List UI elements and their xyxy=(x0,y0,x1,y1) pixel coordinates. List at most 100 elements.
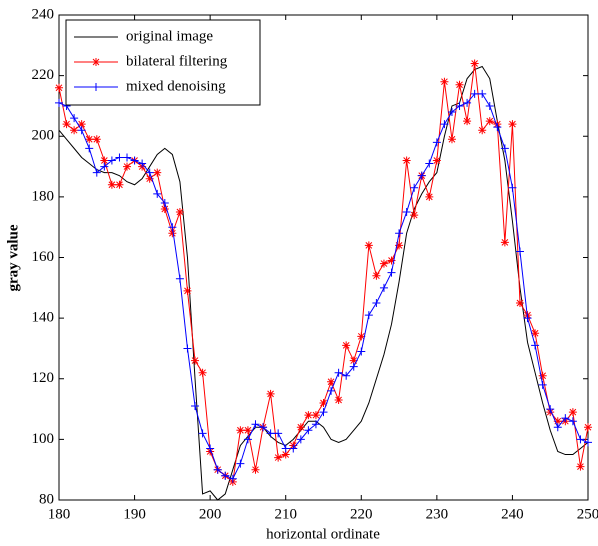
marker xyxy=(115,180,124,189)
marker xyxy=(198,368,207,377)
marker xyxy=(266,429,275,438)
marker xyxy=(85,135,94,144)
marker xyxy=(251,465,260,474)
marker xyxy=(228,474,237,483)
marker xyxy=(274,453,283,462)
y-tick-label: 140 xyxy=(32,310,55,326)
marker xyxy=(508,183,517,192)
y-tick-label: 180 xyxy=(32,188,55,204)
marker xyxy=(115,153,124,162)
y-tick-label: 80 xyxy=(39,491,54,507)
marker xyxy=(584,423,592,432)
marker xyxy=(553,423,562,432)
marker xyxy=(515,298,524,307)
marker xyxy=(100,156,109,165)
marker xyxy=(425,159,434,168)
y-tick-label: 120 xyxy=(32,370,55,386)
marker xyxy=(259,423,268,432)
marker xyxy=(243,435,252,444)
marker xyxy=(77,120,86,129)
marker xyxy=(311,411,320,420)
marker xyxy=(342,371,351,380)
marker xyxy=(364,241,373,250)
marker xyxy=(296,435,305,444)
marker xyxy=(334,368,343,377)
marker xyxy=(402,156,411,165)
marker xyxy=(342,341,351,350)
marker xyxy=(62,120,71,129)
marker xyxy=(508,120,517,129)
marker xyxy=(568,417,577,426)
marker xyxy=(311,420,320,429)
marker xyxy=(478,89,487,98)
marker xyxy=(538,371,547,380)
marker xyxy=(538,380,547,389)
marker xyxy=(236,426,245,435)
marker xyxy=(92,83,100,91)
marker xyxy=(183,344,192,353)
marker xyxy=(85,144,94,153)
marker xyxy=(500,144,509,153)
marker xyxy=(107,156,116,165)
marker xyxy=(455,80,464,89)
y-tick-label: 160 xyxy=(32,249,55,265)
marker xyxy=(191,402,200,411)
marker xyxy=(432,156,441,165)
marker xyxy=(372,298,381,307)
marker xyxy=(379,259,388,268)
marker xyxy=(123,162,132,171)
marker xyxy=(243,426,252,435)
series-line xyxy=(58,93,589,480)
marker xyxy=(319,408,328,417)
marker xyxy=(55,98,63,107)
marker xyxy=(304,411,313,420)
y-tick-label: 100 xyxy=(32,431,55,447)
marker xyxy=(168,229,177,238)
marker xyxy=(281,450,290,459)
marker xyxy=(213,465,222,474)
marker xyxy=(447,108,456,116)
marker xyxy=(130,156,139,165)
marker xyxy=(531,329,540,338)
marker xyxy=(327,377,336,386)
legend-label: bilateral filtering xyxy=(126,53,228,69)
marker xyxy=(55,83,63,92)
marker xyxy=(372,271,381,280)
marker xyxy=(191,356,200,365)
x-tick-label: 210 xyxy=(274,506,297,522)
marker xyxy=(334,395,343,404)
marker xyxy=(92,58,100,66)
marker xyxy=(327,386,336,395)
marker xyxy=(70,126,79,135)
marker xyxy=(470,59,479,68)
y-tick-label: 200 xyxy=(32,128,55,144)
marker xyxy=(432,138,441,147)
marker xyxy=(183,286,192,295)
marker xyxy=(92,135,101,144)
y-tick-label: 220 xyxy=(32,67,55,83)
x-tick-label: 220 xyxy=(350,506,373,522)
x-tick-label: 250 xyxy=(577,506,598,522)
marker xyxy=(160,205,169,213)
marker xyxy=(417,171,426,180)
marker xyxy=(349,362,358,371)
series-line xyxy=(58,65,589,501)
marker xyxy=(138,159,147,168)
marker xyxy=(410,211,419,220)
marker xyxy=(493,123,502,132)
marker xyxy=(553,417,562,426)
marker xyxy=(470,89,479,98)
marker xyxy=(198,429,207,438)
marker xyxy=(447,135,456,144)
marker xyxy=(402,208,411,217)
x-tick-label: 180 xyxy=(48,506,71,522)
marker xyxy=(251,420,260,429)
marker xyxy=(515,247,524,256)
marker xyxy=(387,268,396,277)
x-tick-label: 190 xyxy=(123,506,146,522)
marker xyxy=(319,399,328,407)
x-tick-label: 230 xyxy=(426,506,449,522)
x-tick-label: 240 xyxy=(501,506,524,522)
marker xyxy=(153,168,162,177)
